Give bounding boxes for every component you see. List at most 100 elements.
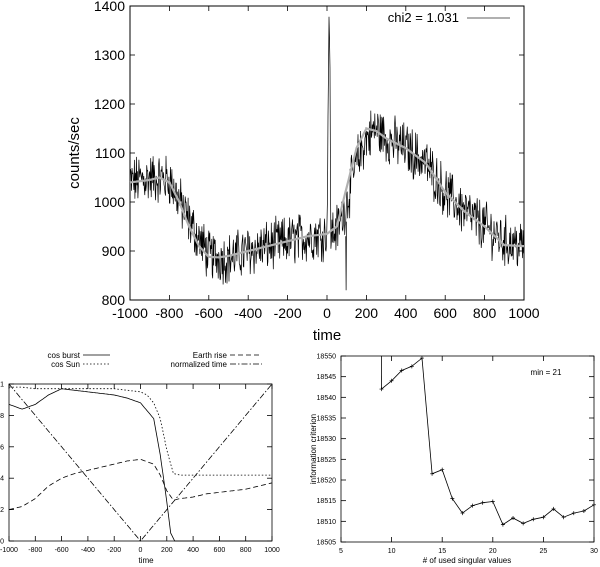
geometry-y-tick-label: 0 bbox=[0, 538, 4, 545]
criterion-y-tick-label: 18550 bbox=[317, 353, 337, 360]
legend-label-earth-rise: Earth rise bbox=[193, 351, 228, 360]
main-x-tick-label: -800 bbox=[155, 305, 183, 321]
criterion-point bbox=[409, 364, 414, 369]
criterion-y-axis-label: information criterion bbox=[309, 414, 318, 484]
criterion-x-tick-label: 5 bbox=[339, 548, 343, 555]
geometry-chart: -1000 -800 -600 -400 -200 0 200 400 600 800 1000 0 0… bbox=[0, 351, 280, 565]
criterion-y-tick-label: 18520 bbox=[317, 477, 337, 484]
criterion-point bbox=[511, 516, 516, 521]
criterion-point bbox=[430, 471, 435, 476]
main-x-tick-label: 600 bbox=[434, 305, 458, 321]
main-legend: chi2 = 1.031 bbox=[388, 10, 510, 25]
criterion-point bbox=[389, 378, 394, 383]
geometry-plot-frame bbox=[8, 383, 273, 542]
geometry-y-tick-label: 1 bbox=[0, 381, 4, 388]
criterion-point bbox=[490, 499, 495, 504]
criterion-point bbox=[541, 515, 546, 520]
main-x-tick-label: -600 bbox=[195, 305, 223, 321]
main-chart: -1000 -800 -600 -400 -200 0 200 400 600 800 1000 80… bbox=[66, 0, 540, 344]
criterion-point bbox=[460, 511, 465, 516]
main-x-tick-label: 400 bbox=[394, 305, 418, 321]
criterion-y-tick-label: 18505 bbox=[317, 539, 337, 546]
main-x-tick-label: 1000 bbox=[508, 305, 539, 321]
geometry-x-tick-label: -600 bbox=[55, 547, 69, 554]
criterion-point bbox=[480, 500, 485, 505]
criterion-point bbox=[500, 522, 505, 527]
geometry-x-tick-label: 0 bbox=[139, 547, 143, 554]
information-criterion-chart: 5 10 15 20 25 30 18505 18510 18515 18520 18525 1853… bbox=[309, 353, 598, 565]
main-legend-label: chi2 = 1.031 bbox=[388, 10, 459, 25]
fit-series-line bbox=[129, 127, 524, 259]
geometry-legend: cos burst cos Sun Earth rise normalized … bbox=[48, 351, 262, 369]
main-x-tick-label: 0 bbox=[323, 305, 331, 321]
criterion-point bbox=[551, 506, 556, 511]
main-x-axis-label: time bbox=[313, 327, 341, 344]
criterion-min-annotation: min = 21 bbox=[531, 368, 562, 377]
criterion-point bbox=[470, 503, 475, 508]
criterion-point bbox=[379, 387, 384, 392]
main-y-tick-label: 900 bbox=[102, 243, 126, 259]
criterion-point bbox=[581, 509, 586, 513]
legend-label-cos-burst: cos burst bbox=[48, 351, 81, 360]
main-y-axis-label: counts/sec bbox=[66, 117, 83, 189]
criterion-y-tick-label: 18540 bbox=[317, 395, 337, 402]
counts-series-line bbox=[129, 16, 525, 285]
earth-rise-series-line bbox=[8, 458, 273, 510]
criterion-x-axis-label: # of used singular values bbox=[423, 556, 512, 565]
criterion-x-tick-label: 25 bbox=[540, 548, 548, 555]
criterion-x-tick-label: 15 bbox=[438, 548, 446, 555]
criterion-point bbox=[450, 496, 455, 501]
geometry-x-tick-label: -400 bbox=[81, 547, 95, 554]
main-y-tick-label: 1100 bbox=[95, 145, 125, 161]
criterion-point bbox=[531, 517, 536, 522]
criterion-point bbox=[440, 467, 445, 472]
main-y-tick-label: 1000 bbox=[94, 194, 125, 210]
criterion-point bbox=[399, 368, 404, 373]
main-x-tick-label: 200 bbox=[355, 305, 379, 321]
geometry-y-tick-label: 0.6 bbox=[0, 444, 4, 451]
legend-label-normalized-time: normalized time bbox=[171, 360, 228, 369]
criterion-point bbox=[521, 521, 526, 526]
criterion-y-tick-label: 18545 bbox=[317, 374, 337, 381]
main-y-tick-label: 800 bbox=[102, 292, 126, 308]
geometry-x-tick-label: 400 bbox=[187, 547, 199, 554]
cos-burst-series-line bbox=[8, 388, 272, 542]
criterion-point bbox=[592, 502, 596, 507]
geometry-x-tick-label: 1000 bbox=[264, 547, 280, 554]
geometry-x-tick-label: 600 bbox=[214, 547, 226, 554]
main-x-tick-label: -1000 bbox=[112, 305, 148, 321]
main-x-tick-label: -200 bbox=[274, 305, 302, 321]
main-y-tick-label: 1200 bbox=[94, 96, 125, 112]
criterion-y-tick-label: 18515 bbox=[317, 498, 337, 505]
criterion-x-tick-label: 30 bbox=[590, 548, 598, 555]
geometry-x-tick-label: -800 bbox=[28, 547, 42, 554]
geometry-x-tick-label: -200 bbox=[107, 547, 121, 554]
criterion-x-tick-label: 20 bbox=[489, 548, 497, 555]
geometry-x-tick-label: -1000 bbox=[0, 547, 18, 554]
criterion-point bbox=[419, 356, 424, 361]
geometry-x-axis-label: time bbox=[138, 556, 154, 565]
geometry-x-tick-label: 200 bbox=[161, 547, 173, 554]
criterion-x-tick-label: 10 bbox=[388, 548, 396, 555]
cos-sun-series-line bbox=[9, 386, 272, 476]
criterion-point bbox=[571, 511, 576, 516]
main-x-tick-label: 800 bbox=[473, 305, 497, 321]
main-y-tick-label: 1400 bbox=[94, 0, 125, 14]
criterion-y-tick-label: 18535 bbox=[317, 415, 337, 422]
main-plot-frame bbox=[129, 5, 525, 301]
geometry-y-tick-label: 0.4 bbox=[0, 476, 4, 483]
geometry-y-tick-label: 0.2 bbox=[0, 507, 4, 514]
criterion-series-line bbox=[381, 357, 595, 526]
main-x-tick-label: -400 bbox=[234, 305, 262, 321]
counts-dip-spike bbox=[345, 221, 347, 291]
geometry-y-tick-label: 0.8 bbox=[0, 413, 4, 420]
criterion-y-tick-label: 18525 bbox=[317, 457, 337, 464]
legend-label-cos-sun: cos Sun bbox=[51, 360, 80, 369]
criterion-y-tick-label: 18530 bbox=[317, 436, 337, 443]
geometry-x-tick-label: 800 bbox=[240, 547, 252, 554]
main-y-tick-label: 1300 bbox=[94, 47, 125, 63]
criterion-point bbox=[561, 515, 566, 520]
criterion-y-tick-label: 18510 bbox=[317, 519, 337, 526]
criterion-plot-frame bbox=[340, 355, 595, 543]
